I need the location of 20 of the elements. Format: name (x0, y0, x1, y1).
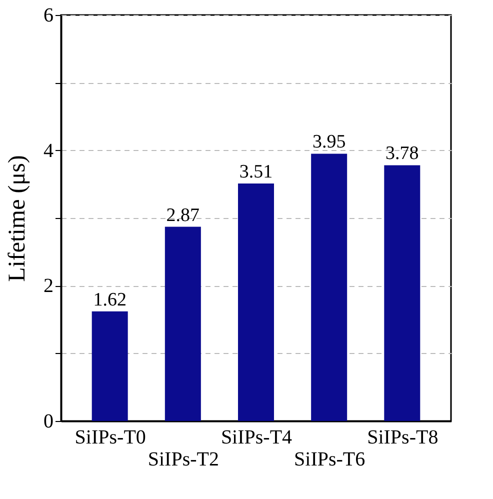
bar (238, 183, 274, 421)
x-tick-label: SiIPs-T8 (367, 426, 438, 448)
bar (311, 154, 348, 421)
data-label: 1.62 (93, 289, 126, 310)
data-label: 3.78 (386, 143, 419, 164)
y-tick-label: 2 (44, 275, 54, 298)
x-tick-label: SiIPs-T4 (220, 426, 292, 448)
x-tick-label: SiIPs-T6 (294, 448, 366, 470)
y-tick-label: 6 (44, 4, 54, 26)
data-label: 3.95 (312, 132, 346, 153)
bar (164, 226, 201, 421)
y-tick-label: 0 (44, 410, 54, 432)
y-axis-title: Lifetime (μs) (4, 155, 30, 282)
bar (384, 165, 420, 421)
y-tick-label: 4 (44, 140, 54, 162)
data-label: 2.87 (166, 204, 200, 226)
data-label: 3.51 (239, 161, 273, 182)
x-tick-label: SiIPs-T0 (74, 426, 146, 448)
bar (92, 311, 128, 421)
x-tick-label: SiIPs-T2 (148, 448, 219, 470)
